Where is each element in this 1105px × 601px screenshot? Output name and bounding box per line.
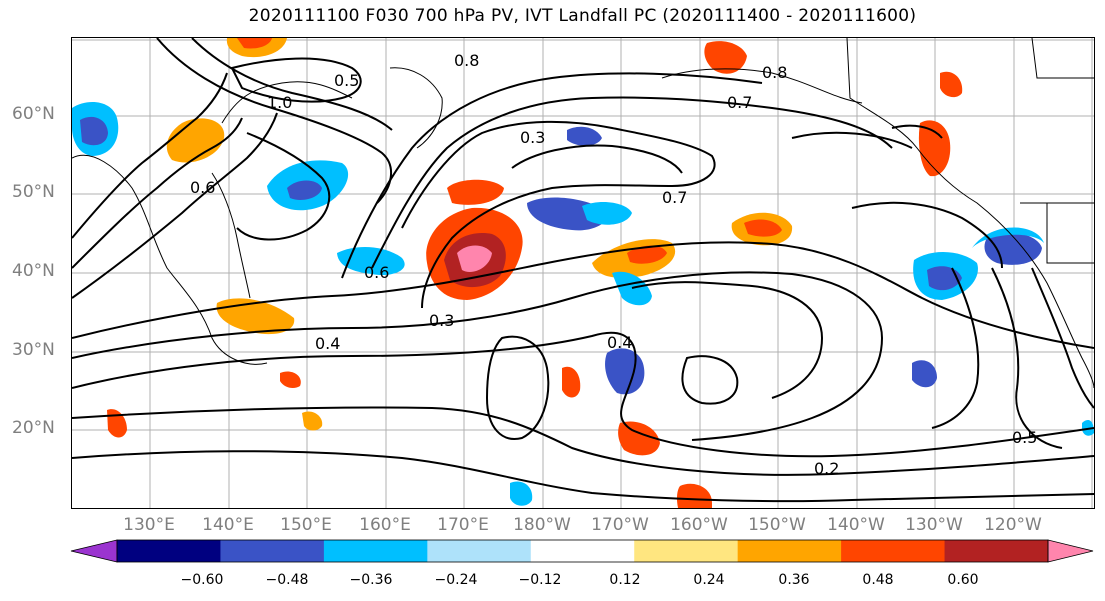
colorbar-tick-label: −0.60	[180, 572, 224, 588]
lon-label: 130°E	[123, 515, 175, 535]
pv-contours	[72, 38, 1094, 503]
pos-anomaly	[457, 245, 492, 273]
pos-anomaly	[744, 219, 782, 237]
lon-label: 130°W	[905, 515, 963, 535]
pos-anomaly	[704, 41, 747, 74]
pos-anomaly	[237, 38, 272, 49]
colorbar-tick-label: 0.24	[693, 572, 725, 588]
contour-label: 0.4	[315, 334, 340, 353]
coastlines	[72, 38, 1094, 389]
colorbar-segment	[634, 540, 739, 562]
contour-label: 0.6	[190, 178, 215, 197]
pos-anomaly	[280, 371, 301, 389]
lat-label: 20°N	[12, 418, 55, 438]
neg-anomaly	[80, 116, 108, 146]
pos-anomaly	[166, 118, 225, 163]
lon-label: 160°W	[670, 515, 728, 535]
pos-anomaly	[216, 298, 295, 335]
neg-anomaly	[582, 202, 632, 225]
neg-anomaly	[984, 232, 1042, 265]
graticule	[72, 38, 1094, 508]
colorbar-segment	[737, 540, 842, 562]
lat-label: 50°N	[12, 182, 55, 202]
neg-anomaly	[287, 180, 322, 200]
contour-label: 0.2	[814, 459, 839, 478]
lon-label: 140°W	[827, 515, 885, 535]
colorbar-tick-label: −0.48	[265, 572, 309, 588]
colorbar-segment	[944, 540, 1049, 562]
neg-anomaly	[1082, 420, 1094, 436]
colorbar-extend-min	[70, 539, 118, 563]
pos-anomaly	[447, 179, 504, 205]
contour-label: 0.8	[762, 63, 787, 82]
contour-label: 0.7	[662, 188, 687, 207]
contour-label: 0.3	[429, 311, 454, 330]
lon-label: 150°W	[748, 515, 806, 535]
lon-label: 120°W	[984, 515, 1042, 535]
lon-label: 160°E	[359, 515, 411, 535]
pos-anomaly	[302, 411, 323, 431]
contour-label: 0.5	[1012, 428, 1037, 447]
pos-anomaly	[940, 71, 963, 98]
lat-label: 30°N	[12, 340, 55, 360]
neg-anomaly	[972, 227, 1044, 248]
colorbar-tick-label: 0.36	[778, 572, 810, 588]
pos-anomaly	[107, 409, 127, 438]
contour-label: 0.3	[520, 128, 545, 147]
pos-anomaly	[562, 366, 581, 398]
neg-anomaly	[567, 126, 602, 146]
map-panel: 0.8 0.5 1.0 0.6 0.3 0.7 0.4 0.2 0.8 0.7 …	[71, 37, 1095, 509]
contour-label: 0.4	[607, 333, 632, 352]
colorbar-segment	[427, 540, 532, 562]
neg-anomaly	[510, 481, 533, 506]
colorbar-outline	[116, 539, 1049, 563]
neg-anomaly	[605, 348, 645, 395]
pos-anomaly	[918, 120, 951, 177]
lon-label: 170°W	[591, 515, 649, 535]
pos-anomaly	[676, 483, 712, 508]
lon-label: 170°E	[437, 515, 489, 535]
colorbar-segment	[841, 540, 946, 562]
contour-label: 1.0	[267, 93, 292, 112]
contour-label: 0.7	[727, 93, 752, 112]
map-title: 2020111100 F030 700 hPa PV, IVT Landfall…	[248, 6, 917, 26]
lon-label: 150°E	[280, 515, 332, 535]
pos-anomaly	[618, 421, 660, 456]
map-plot: 0.8 0.5 1.0 0.6 0.3 0.7 0.4 0.2 0.8 0.7 …	[72, 38, 1094, 508]
colorbar-segment	[530, 540, 635, 562]
colorbar-tick-label: −0.24	[434, 572, 478, 588]
lat-label: 60°N	[12, 104, 55, 124]
neg-anomaly	[337, 246, 405, 276]
contour-label: 0.5	[334, 71, 359, 90]
pc-shading	[72, 38, 1094, 508]
colorbar-tick-label: 0.60	[947, 572, 979, 588]
colorbar-segment	[117, 540, 221, 562]
lon-label: 140°E	[202, 515, 254, 535]
lon-label: 180°W	[513, 515, 571, 535]
contour-label: 0.6	[364, 263, 389, 282]
neg-anomaly	[612, 271, 652, 306]
contour-label: 0.8	[454, 51, 479, 70]
colorbar-segment	[323, 540, 428, 562]
lat-label: 40°N	[12, 261, 55, 281]
pos-anomaly	[627, 245, 667, 264]
colorbar-segment	[220, 540, 325, 562]
colorbar-tick-label: −0.36	[349, 572, 393, 588]
neg-anomaly	[912, 360, 937, 388]
colorbar-tick-label: 0.48	[862, 572, 894, 588]
colorbar-tick-label: 0.12	[609, 572, 641, 588]
contour-labels: 0.8 0.5 1.0 0.6 0.3 0.7 0.4 0.2 0.8 0.7 …	[190, 51, 1037, 478]
colorbar-extend-max	[1047, 539, 1094, 563]
colorbar-tick-label: −0.12	[518, 572, 562, 588]
